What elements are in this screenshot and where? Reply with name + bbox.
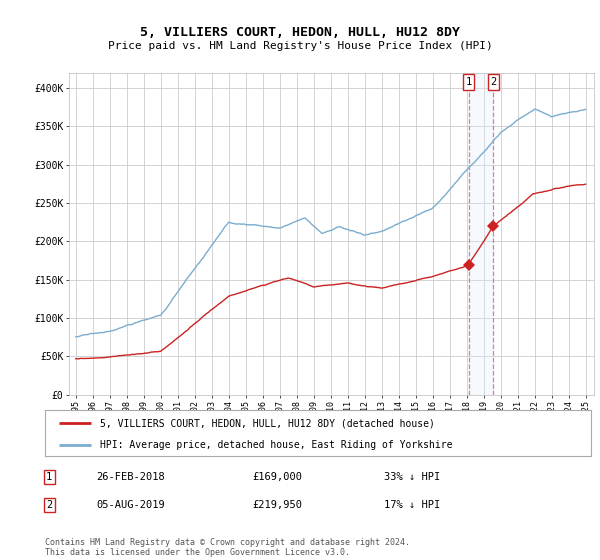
Text: 5, VILLIERS COURT, HEDON, HULL, HU12 8DY: 5, VILLIERS COURT, HEDON, HULL, HU12 8DY xyxy=(140,26,460,39)
Text: Contains HM Land Registry data © Crown copyright and database right 2024.
This d: Contains HM Land Registry data © Crown c… xyxy=(45,538,410,557)
Text: 33% ↓ HPI: 33% ↓ HPI xyxy=(384,472,440,482)
Text: 17% ↓ HPI: 17% ↓ HPI xyxy=(384,500,440,510)
Text: 26-FEB-2018: 26-FEB-2018 xyxy=(96,472,165,482)
Text: 05-AUG-2019: 05-AUG-2019 xyxy=(96,500,165,510)
Text: £169,000: £169,000 xyxy=(252,472,302,482)
Text: 2: 2 xyxy=(46,500,52,510)
Bar xyxy=(469,73,493,395)
Text: 2: 2 xyxy=(490,77,497,87)
Text: 1: 1 xyxy=(466,77,472,87)
Text: £219,950: £219,950 xyxy=(252,500,302,510)
Text: 1: 1 xyxy=(46,472,52,482)
Text: 5, VILLIERS COURT, HEDON, HULL, HU12 8DY (detached house): 5, VILLIERS COURT, HEDON, HULL, HU12 8DY… xyxy=(100,418,434,428)
Text: Price paid vs. HM Land Registry's House Price Index (HPI): Price paid vs. HM Land Registry's House … xyxy=(107,41,493,51)
Text: HPI: Average price, detached house, East Riding of Yorkshire: HPI: Average price, detached house, East… xyxy=(100,440,452,450)
